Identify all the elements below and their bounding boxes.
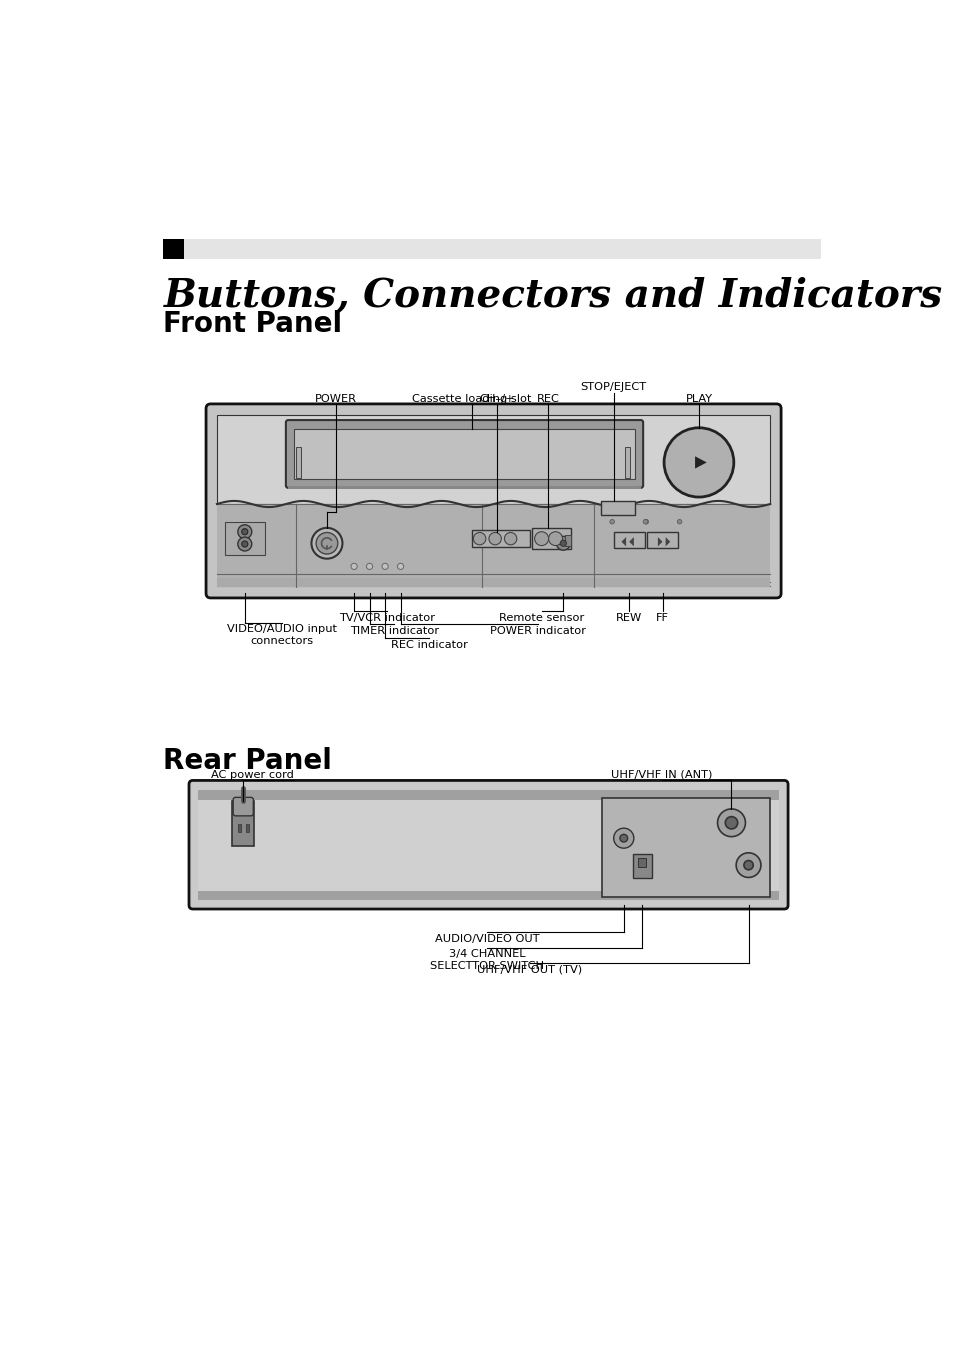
Circle shape [237, 538, 252, 551]
Bar [638, 858, 645, 867]
Bar [216, 578, 769, 588]
Bar [198, 790, 778, 800]
Circle shape [619, 835, 627, 842]
Circle shape [473, 532, 485, 544]
Bar [294, 428, 634, 480]
Polygon shape [665, 538, 670, 546]
FancyBboxPatch shape [206, 404, 781, 598]
Bar [564, 535, 571, 546]
Text: Rear Panel: Rear Panel [163, 747, 332, 775]
Text: 3/4 CHANNEL
SELECTTOR SWITCH: 3/4 CHANNEL SELECTTOR SWITCH [430, 948, 544, 970]
Text: CH–/+: CH–/+ [479, 394, 515, 404]
Circle shape [311, 528, 342, 559]
Bar [532, 528, 571, 550]
Bar [245, 824, 249, 832]
Text: TV/VCR indicator: TV/VCR indicator [338, 612, 435, 623]
Polygon shape [629, 538, 633, 546]
Circle shape [366, 563, 373, 570]
Bar [224, 523, 265, 555]
Text: POWER: POWER [314, 394, 356, 404]
Circle shape [643, 519, 648, 524]
Bar [613, 532, 644, 549]
Circle shape [724, 816, 737, 830]
Bar [198, 790, 778, 900]
Text: TIMER indicator: TIMER indicator [350, 626, 438, 636]
Text: AUDIO/VIDEO OUT: AUDIO/VIDEO OUT [435, 934, 539, 943]
Text: REC indicator: REC indicator [391, 639, 467, 650]
Circle shape [237, 524, 252, 539]
FancyBboxPatch shape [286, 420, 642, 488]
Bar [633, 854, 651, 878]
Circle shape [241, 540, 248, 547]
Circle shape [743, 861, 753, 870]
Text: REC: REC [536, 394, 558, 404]
Circle shape [488, 532, 500, 544]
Circle shape [684, 449, 712, 477]
Bar [216, 415, 769, 504]
Bar [163, 239, 183, 259]
Text: REW: REW [616, 612, 641, 623]
Polygon shape [620, 538, 625, 546]
Text: VIDEO/AUDIO input
connectors: VIDEO/AUDIO input connectors [227, 624, 336, 646]
Text: AC power cord: AC power cord [211, 770, 294, 780]
Bar [646, 532, 678, 549]
Bar [599, 501, 634, 515]
Text: Cassette loading slot: Cassette loading slot [412, 394, 531, 404]
Circle shape [717, 809, 744, 836]
Text: Buttons, Connectors and Indicators: Buttons, Connectors and Indicators [163, 276, 942, 313]
Text: FF: FF [656, 612, 668, 623]
Circle shape [351, 563, 356, 570]
Circle shape [548, 532, 562, 546]
Circle shape [613, 828, 633, 848]
Bar [624, 447, 629, 478]
Text: Front Panel: Front Panel [163, 309, 342, 338]
Bar [295, 447, 300, 478]
Text: UHF/VHF OUT (TV): UHF/VHF OUT (TV) [476, 965, 582, 974]
Circle shape [559, 540, 566, 546]
Bar [601, 798, 769, 897]
Circle shape [556, 536, 570, 550]
Bar [163, 239, 820, 259]
Circle shape [736, 852, 760, 877]
Bar [237, 824, 241, 832]
Circle shape [677, 519, 681, 524]
Text: UHF/VHF IN (ANT): UHF/VHF IN (ANT) [611, 770, 712, 780]
Polygon shape [658, 538, 661, 546]
Circle shape [672, 436, 724, 489]
Text: STOP/EJECT: STOP/EJECT [580, 381, 646, 392]
Circle shape [241, 528, 248, 535]
Circle shape [534, 532, 548, 546]
Text: Remote sensor: Remote sensor [498, 612, 583, 623]
Circle shape [642, 519, 647, 524]
Polygon shape [695, 457, 706, 469]
FancyBboxPatch shape [233, 797, 253, 816]
Circle shape [381, 563, 388, 570]
Bar [288, 485, 640, 489]
Circle shape [504, 532, 517, 544]
Bar [233, 801, 253, 846]
Circle shape [315, 532, 337, 554]
Bar [472, 530, 530, 547]
Circle shape [663, 428, 733, 497]
Circle shape [397, 563, 403, 570]
Text: POWER indicator: POWER indicator [489, 626, 585, 636]
Circle shape [609, 519, 614, 524]
Text: PLAY: PLAY [684, 394, 712, 404]
Bar [216, 504, 769, 588]
Bar [198, 890, 778, 900]
FancyBboxPatch shape [189, 781, 787, 909]
